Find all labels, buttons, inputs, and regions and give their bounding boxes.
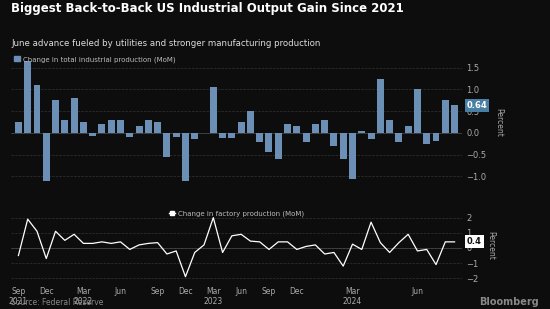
Bar bbox=[340, 133, 346, 159]
Bar bbox=[349, 133, 356, 179]
Text: June advance fueled by utilities and stronger manufacturing production: June advance fueled by utilities and str… bbox=[11, 39, 320, 48]
Text: 0.64: 0.64 bbox=[466, 101, 487, 110]
Bar bbox=[24, 61, 31, 133]
Bar bbox=[256, 133, 263, 142]
Bar bbox=[98, 124, 106, 133]
Bar bbox=[414, 90, 421, 133]
Text: 0.4: 0.4 bbox=[466, 237, 481, 246]
Bar bbox=[34, 85, 41, 133]
Bar bbox=[219, 133, 226, 138]
Legend: Change in factory production (MoM): Change in factory production (MoM) bbox=[169, 210, 304, 217]
Text: Bloomberg: Bloomberg bbox=[479, 298, 539, 307]
Bar bbox=[386, 120, 393, 133]
Bar bbox=[405, 126, 411, 133]
Bar bbox=[312, 124, 319, 133]
Bar bbox=[163, 133, 170, 157]
Bar bbox=[247, 111, 254, 133]
Y-axis label: Percent: Percent bbox=[494, 108, 503, 137]
Bar bbox=[126, 133, 133, 137]
Bar bbox=[377, 78, 384, 133]
Bar bbox=[173, 133, 180, 137]
Bar bbox=[424, 133, 430, 144]
Y-axis label: Percent: Percent bbox=[486, 231, 495, 260]
Bar bbox=[136, 126, 142, 133]
Bar bbox=[80, 122, 87, 133]
Bar bbox=[52, 100, 59, 133]
Bar bbox=[275, 133, 282, 159]
Bar bbox=[331, 133, 337, 146]
Text: Source: Federal Reserve: Source: Federal Reserve bbox=[11, 298, 103, 307]
Bar bbox=[395, 133, 403, 142]
Bar bbox=[117, 120, 124, 133]
Bar bbox=[145, 120, 152, 133]
Bar bbox=[266, 133, 272, 152]
Bar bbox=[191, 133, 198, 139]
Bar bbox=[432, 133, 439, 141]
Bar bbox=[89, 133, 96, 136]
Bar bbox=[210, 87, 217, 133]
Bar bbox=[451, 105, 458, 133]
Bar bbox=[358, 131, 365, 133]
Bar bbox=[15, 122, 22, 133]
Bar bbox=[70, 98, 78, 133]
Text: Biggest Back-to-Back US Industrial Output Gain Since 2021: Biggest Back-to-Back US Industrial Outpu… bbox=[11, 2, 404, 15]
Bar bbox=[302, 133, 310, 142]
Bar bbox=[108, 120, 115, 133]
Bar bbox=[154, 122, 161, 133]
Bar bbox=[238, 122, 245, 133]
Bar bbox=[62, 120, 68, 133]
Bar bbox=[367, 133, 375, 139]
Bar bbox=[284, 124, 291, 133]
Bar bbox=[321, 120, 328, 133]
Bar bbox=[293, 126, 300, 133]
Bar bbox=[182, 133, 189, 181]
Bar bbox=[43, 133, 50, 181]
Bar bbox=[228, 133, 235, 138]
Legend: Change in total industrial production (MoM): Change in total industrial production (M… bbox=[14, 56, 175, 62]
Bar bbox=[442, 100, 449, 133]
